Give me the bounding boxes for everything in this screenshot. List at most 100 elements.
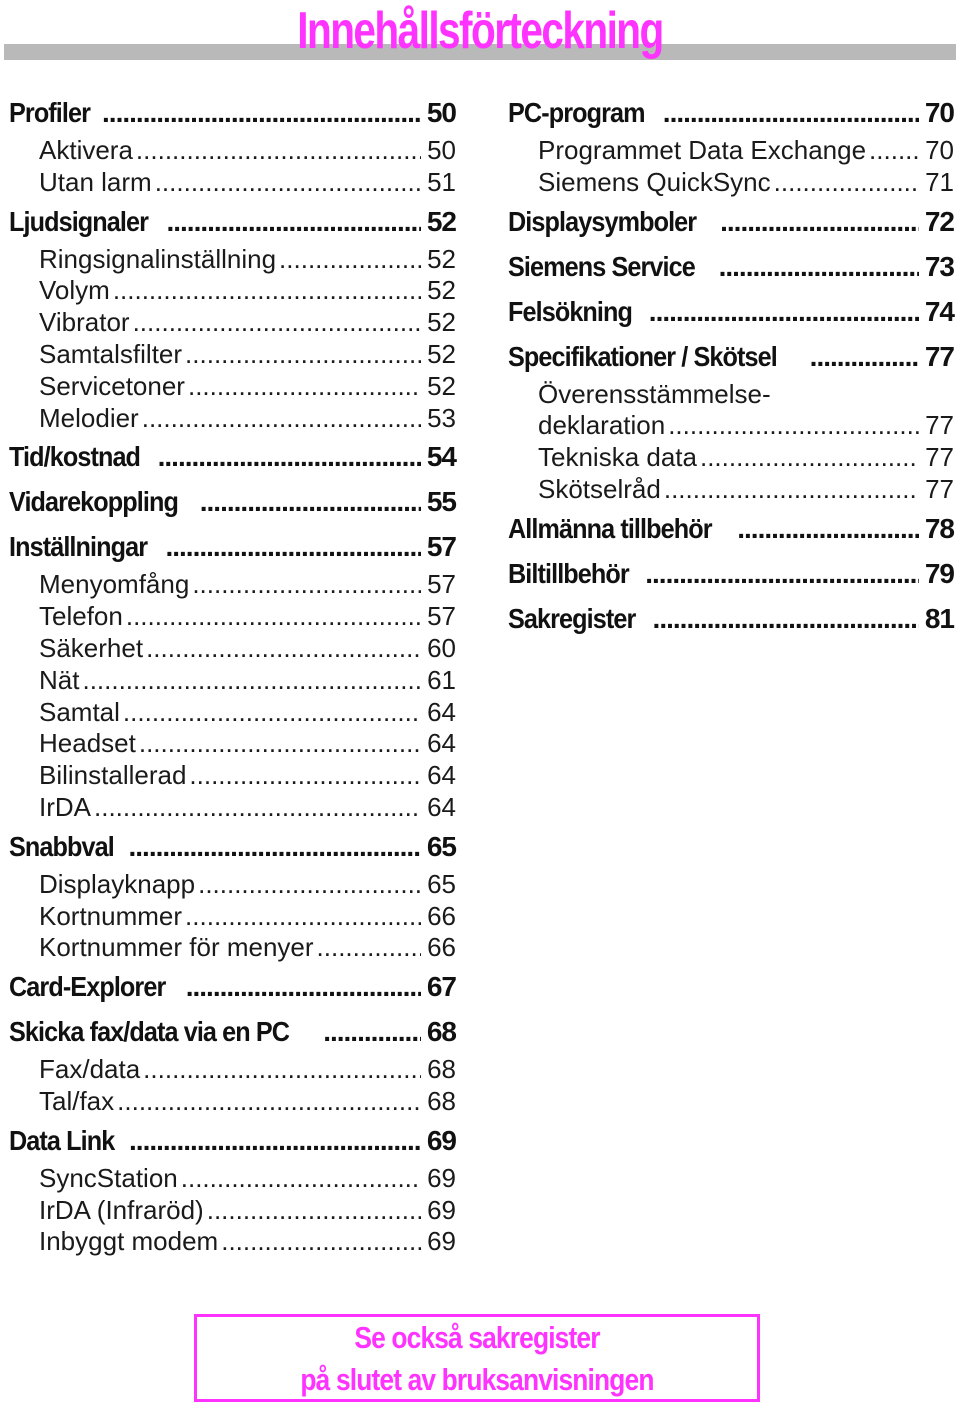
toc-page-number: 73 [924,250,955,282]
toc-entry-label: Överensstämmelse- [538,378,771,409]
toc-entry-label: Kortnummer [39,900,183,931]
toc-page-number: 64 [427,760,456,791]
toc-entry-main[interactable]: Ljudsignaler 52 [9,199,457,244]
toc-entry-label: Tid/kostnad [9,441,141,473]
toc-leader-dots [279,244,421,276]
toc-entry-main[interactable]: PC-program 70 [508,90,955,135]
toc-page-number: 71 [925,166,954,197]
toc-entry-label: Vidarekoppling [9,486,179,518]
toc-entry-sub[interactable]: Telefon 57 [9,601,456,633]
toc-entry-label: Biltillbehör [508,557,630,589]
toc-page-number: 51 [427,166,456,197]
toc-page-number: 52 [427,275,456,306]
toc-entry-sub[interactable]: Vibrator 52 [9,307,456,339]
toc-entry-label: Säkerhet [39,632,144,663]
toc-leader-dots [185,901,421,933]
toc-entry-sub[interactable]: Aktivera 50 [9,135,456,167]
toc-page-number: 77 [925,473,954,504]
toc-entry-main[interactable]: Displaysymboler 72 [508,199,955,244]
toc-entry-sub[interactable]: Kortnummer för menyer 66 [9,932,456,964]
toc-entry-main[interactable]: Felsökning 74 [508,289,955,334]
toc-entry-sub[interactable]: Inbyggt modem 69 [9,1226,456,1258]
toc-entry-sub[interactable]: Headset 64 [9,728,456,760]
toc-page-number: 69 [427,1226,456,1257]
toc-leader-dots [645,551,919,596]
toc-entry-label: Melodier [39,402,139,433]
toc-leader-dots [737,506,919,551]
toc-leader-dots [133,307,421,339]
toc-entry-sub[interactable]: SyncStation 69 [9,1163,456,1195]
toc-leader-dots [720,199,919,244]
toc-entry-label: Profiler [9,97,91,128]
toc-page-number: 69 [426,1124,457,1156]
toc-entry-sub[interactable]: Displayknapp 65 [9,869,456,901]
toc-entry-label: Displaysymboler [508,205,697,237]
toc-leader-dots [126,601,421,633]
toc-entry-sub[interactable]: Utan larm 51 [9,167,456,199]
toc-entry-sub[interactable]: Samtalsfilter 52 [9,339,456,371]
toc-page-number: 68 [427,1085,456,1116]
toc-entry-sub[interactable]: Överensstämmelse- [508,379,954,411]
toc-entry-label: Siemens Service [508,250,696,282]
toc-entry-sub[interactable]: Nät 61 [9,665,456,697]
toc-leader-dots [323,1009,421,1054]
toc-page-number: 57 [426,531,457,563]
note-line-1: Se också sakregister [354,1320,600,1355]
toc-entry-sub[interactable]: Programmet Data Exchange 70 [508,135,954,167]
note-line-2: på slutet av bruksanvisningen [300,1362,654,1397]
toc-entry-label: Card-Explorer [9,971,166,1003]
toc-entry-main[interactable]: Data Link 69 [9,1118,457,1163]
toc-leader-dots [158,434,421,479]
toc-leader-dots [810,334,919,379]
toc-entry-sub[interactable]: Skötselråd 77 [508,474,954,506]
toc-entry-main[interactable]: Skicka fax/data via en PC 68 [9,1009,457,1054]
toc-entry-main[interactable]: Profiler 50 [9,90,457,135]
toc-entry-sub[interactable]: Siemens QuickSync 71 [508,167,954,199]
toc-page-number: 68 [426,1016,457,1048]
toc-entry-sub[interactable]: Samtal 64 [9,697,456,729]
toc-entry-label: Tekniska data [538,442,697,473]
toc-entry-sub[interactable]: Säkerhet 60 [9,633,456,665]
toc-entry-main[interactable]: Siemens Service 73 [508,244,955,289]
toc-leader-dots [123,697,421,729]
toc-entry-main[interactable]: Tid/kostnad 54 [9,434,457,479]
toc-page-number: 50 [426,97,457,128]
toc-entry-sub[interactable]: IrDA (Infraröd) 69 [9,1195,456,1227]
toc-entry-main[interactable]: Card-Explorer 67 [9,964,457,1009]
toc-entry-main[interactable]: Specifikationer / Skötsel 77 [508,334,955,379]
toc-page-number: 53 [427,402,456,433]
toc-entry-sub[interactable]: Bilinstallerad 64 [9,760,456,792]
toc-leader-dots [128,824,421,869]
toc-entry-sub[interactable]: IrDA 64 [9,792,456,824]
toc-entry-sub[interactable]: Ringsignalinställning 52 [9,244,456,276]
toc-entry-main[interactable]: Biltillbehör 79 [508,551,955,596]
toc-entry-main[interactable]: Snabbval 65 [9,824,457,869]
toc-entry-sub[interactable]: Kortnummer 66 [9,901,456,933]
toc-page-number: 57 [427,569,456,600]
toc-entry-label: Headset [39,728,136,759]
toc-entry-label: Sakregister [508,602,636,634]
toc-leader-dots [142,403,421,435]
toc-entry-main[interactable]: Sakregister 81 [508,596,955,641]
toc-page-number: 55 [426,486,457,518]
toc-entry-sub[interactable]: Menyomfång 57 [9,569,456,601]
toc-entry-sub[interactable]: Tal/fax 68 [9,1086,456,1118]
toc-entry-main[interactable]: Inställningar 57 [9,524,457,569]
toc-leader-dots [136,135,421,167]
toc-page-number: 64 [427,696,456,727]
toc-entry-sub[interactable]: Melodier 53 [9,403,456,435]
toc-entry-main[interactable]: Vidarekoppling 55 [9,479,457,524]
toc-leader-dots [869,135,919,167]
toc-entry-sub[interactable]: Fax/data 68 [9,1054,456,1086]
toc-entry-sub[interactable]: Volym 52 [9,275,456,307]
toc-entry-sub[interactable]: Servicetoner 52 [9,371,456,403]
toc-leader-dots [653,596,919,641]
toc-entry-label: Allmänna tillbehör [508,512,713,544]
toc-entry-sub[interactable]: Tekniska data 77 [508,442,954,474]
toc-entry-label: Nät [39,664,80,695]
toc-entry-label: Menyomfång [39,569,190,600]
toc-entry-sub[interactable]: deklaration 77 [508,410,954,442]
toc-entry-main[interactable]: Allmänna tillbehör 78 [508,506,955,551]
toc-leader-dots [317,932,421,964]
toc-entry-label: IrDA (Infraröd) [39,1194,204,1225]
